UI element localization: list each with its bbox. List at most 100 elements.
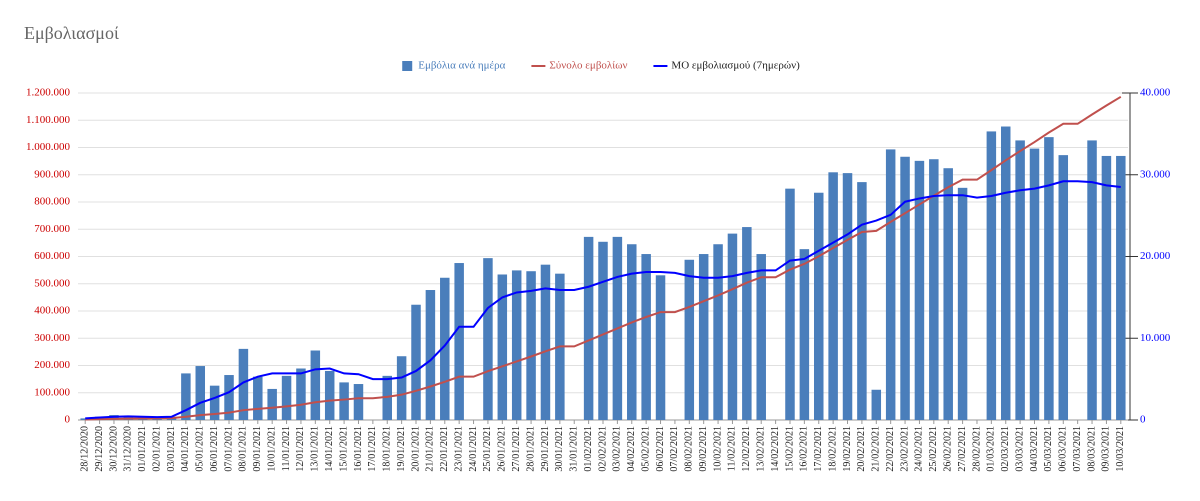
x-tick-label: 29/01/2021 bbox=[540, 426, 551, 472]
x-tick-label: 20/01/2021 bbox=[410, 426, 421, 472]
bar bbox=[353, 384, 364, 420]
x-tick-label: 16/01/2021 bbox=[353, 426, 364, 472]
x-tick-label: 28/02/2021 bbox=[971, 426, 982, 472]
x-tick-label: 03/01/2021 bbox=[166, 426, 177, 472]
bar bbox=[785, 188, 795, 420]
bar bbox=[1000, 126, 1011, 420]
bar bbox=[756, 254, 766, 420]
bar bbox=[396, 356, 407, 420]
x-tick-label: 05/03/2021 bbox=[1043, 426, 1054, 472]
x-tick-label: 30/12/2020 bbox=[108, 426, 119, 472]
bar bbox=[828, 172, 838, 420]
x-tick-label: 26/01/2021 bbox=[497, 426, 508, 472]
x-tick-label: 14/02/2021 bbox=[770, 426, 781, 472]
bar bbox=[583, 236, 594, 420]
y-tick-label: 900.000 bbox=[34, 168, 70, 180]
bar bbox=[727, 233, 738, 420]
x-tick-label: 31/12/2020 bbox=[123, 426, 134, 472]
x-tick-label: 01/01/2021 bbox=[137, 426, 148, 472]
y-tick-label: 1.100.000 bbox=[26, 114, 71, 126]
bar bbox=[511, 270, 522, 420]
x-tick-label: 16/02/2021 bbox=[799, 426, 810, 472]
x-tick-label: 03/03/2021 bbox=[1014, 426, 1025, 472]
bar bbox=[1058, 155, 1069, 420]
x-tick-label: 30/01/2021 bbox=[554, 426, 565, 472]
legend-label: Σύνολο εμβολίων bbox=[549, 60, 627, 72]
x-tick-label: 10/03/2021 bbox=[1115, 426, 1126, 472]
bar bbox=[181, 373, 191, 420]
bar bbox=[885, 149, 896, 420]
bar bbox=[454, 263, 464, 420]
bar bbox=[1116, 155, 1126, 420]
bar bbox=[411, 304, 421, 420]
x-tick-label: 08/03/2021 bbox=[1086, 426, 1097, 472]
bar bbox=[799, 249, 810, 420]
x-tick-label: 02/03/2021 bbox=[1000, 426, 1011, 472]
bar bbox=[339, 382, 349, 420]
x-tick-label: 07/03/2021 bbox=[1072, 426, 1083, 472]
bar bbox=[440, 277, 450, 420]
x-tick-label: 26/02/2021 bbox=[943, 426, 954, 472]
y2-tick-label: 30.000 bbox=[1140, 168, 1171, 180]
bar bbox=[1029, 148, 1040, 420]
bar bbox=[324, 370, 335, 420]
x-tick-label: 22/02/2021 bbox=[885, 426, 896, 472]
bar bbox=[483, 258, 493, 420]
y2-tick-label: 40.000 bbox=[1140, 87, 1171, 99]
x-tick-label: 21/01/2021 bbox=[425, 426, 436, 472]
x-tick-label: 21/02/2021 bbox=[871, 426, 882, 472]
bar bbox=[224, 375, 234, 420]
x-tick-label: 13/02/2021 bbox=[756, 426, 767, 472]
bar bbox=[281, 375, 292, 420]
bar bbox=[195, 366, 206, 420]
y-tick-label: 1.000.000 bbox=[26, 141, 71, 153]
y-tick-label: 100.000 bbox=[34, 386, 70, 398]
x-tick-label: 04/02/2021 bbox=[626, 426, 637, 472]
y2-tick-label: 10.000 bbox=[1140, 332, 1171, 344]
x-tick-label: 07/01/2021 bbox=[223, 426, 234, 472]
x-tick-label: 17/01/2021 bbox=[367, 426, 378, 472]
x-tick-label: 12/01/2021 bbox=[295, 426, 306, 472]
x-tick-label: 05/02/2021 bbox=[640, 426, 651, 472]
x-tick-label: 09/02/2021 bbox=[698, 426, 709, 472]
bar bbox=[1015, 140, 1025, 421]
y-tick-label: 500.000 bbox=[34, 277, 70, 289]
y2-tick-label: 0 bbox=[1140, 414, 1146, 426]
x-tick-label: 17/02/2021 bbox=[813, 426, 824, 472]
bar bbox=[713, 244, 723, 420]
bar bbox=[641, 254, 651, 420]
bar bbox=[540, 264, 551, 420]
line bbox=[85, 95, 1122, 421]
y-tick-label: 600.000 bbox=[34, 250, 70, 262]
x-tick-label: 15/01/2021 bbox=[338, 426, 349, 472]
y-tick-label: 800.000 bbox=[34, 196, 70, 208]
bar bbox=[698, 254, 709, 420]
x-tick-label: 11/02/2021 bbox=[727, 426, 738, 471]
x-tick-label: 09/01/2021 bbox=[252, 426, 263, 472]
x-tick-label: 18/01/2021 bbox=[382, 426, 393, 472]
x-tick-label: 27/01/2021 bbox=[511, 426, 522, 472]
x-tick-label: 04/03/2021 bbox=[1029, 426, 1040, 472]
x-tick-label: 19/01/2021 bbox=[396, 426, 407, 472]
x-tick-label: 08/02/2021 bbox=[684, 426, 695, 472]
bar bbox=[814, 192, 824, 420]
x-tick-label: 20/02/2021 bbox=[856, 426, 867, 472]
x-tick-label: 15/02/2021 bbox=[784, 426, 795, 472]
x-tick-label: 23/01/2021 bbox=[453, 426, 464, 472]
x-tick-label: 13/01/2021 bbox=[310, 426, 321, 472]
x-tick-label: 23/02/2021 bbox=[899, 426, 910, 472]
x-tick-label: 02/01/2021 bbox=[151, 426, 162, 472]
x-tick-label: 04/01/2021 bbox=[180, 426, 191, 472]
bar bbox=[1101, 155, 1112, 420]
bar bbox=[238, 348, 249, 420]
bar bbox=[842, 173, 853, 420]
y-tick-label: 300.000 bbox=[34, 332, 70, 344]
x-tick-label: 28/12/2020 bbox=[79, 426, 90, 472]
y-tick-label: 1.200.000 bbox=[26, 87, 71, 99]
bar bbox=[296, 368, 306, 420]
x-tick-label: 12/02/2021 bbox=[741, 426, 752, 472]
bar bbox=[1044, 137, 1054, 420]
y2-tick-label: 20.000 bbox=[1140, 250, 1171, 262]
x-tick-label: 06/02/2021 bbox=[655, 426, 666, 472]
